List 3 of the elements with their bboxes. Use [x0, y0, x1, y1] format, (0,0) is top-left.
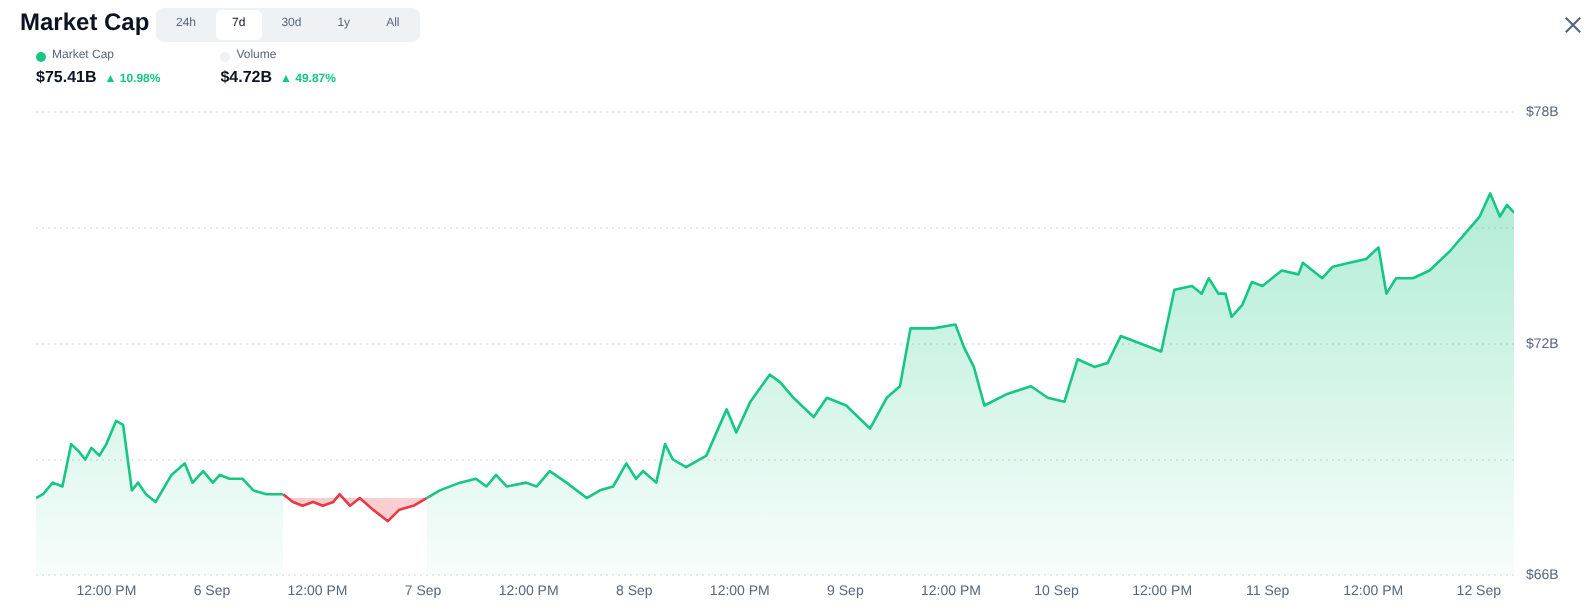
chart-title: Market Cap [20, 8, 150, 36]
text: $4.72B [220, 68, 273, 86]
text: $75.41B [36, 68, 97, 86]
